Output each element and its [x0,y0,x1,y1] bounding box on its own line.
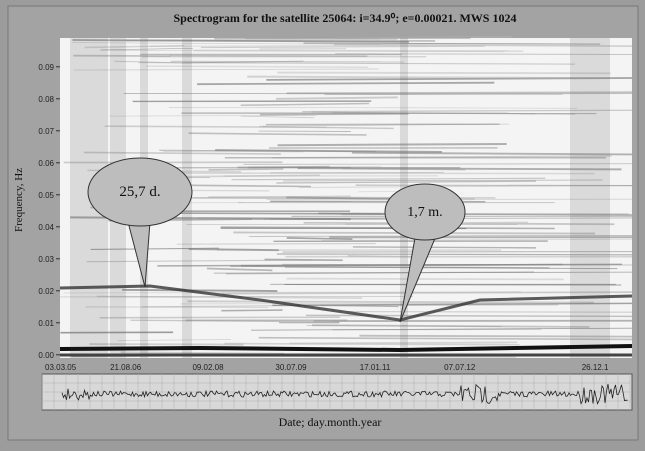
texture-line [208,169,283,170]
y-tick-label: 0.05 [38,191,54,200]
chart-title: Spectrogram for the satellite 25064: i=3… [174,11,517,25]
x-tick-label: 17.01.11 [360,363,391,372]
texture-line [277,73,610,74]
x-tick-label: 26.12.1 [582,363,609,372]
x-tick-label: 21.08.06 [110,363,142,372]
texture-line [172,173,595,174]
x-tick-label: 03.03.05 [45,363,77,372]
texture-line [170,56,368,57]
texture-line [260,114,409,115]
texture-line [353,247,536,248]
texture-line [189,249,279,250]
annotation: 1,7 m. [407,205,442,220]
texture-line [221,310,282,311]
y-tick-label: 0.07 [38,127,54,136]
texture-line [224,344,519,345]
texture-line [286,197,390,198]
texture-line [187,301,594,302]
y-tick-label: 0.01 [38,319,54,328]
y-tick-label: 0.02 [38,287,54,296]
x-tick-label: 30.07.09 [275,363,307,372]
texture-line [287,279,564,280]
y-tick-label: 0.00 [38,351,54,360]
y-tick-label: 0.04 [38,223,54,232]
texture-line [100,317,340,318]
y-tick-label: 0.06 [38,159,54,168]
texture-streak [570,38,610,358]
annotation: 25,7 d. [119,184,160,200]
x-tick-label: 07.07.12 [444,363,476,372]
y-tick-label: 0.03 [38,255,54,264]
x-tick-label: 09.02.08 [192,363,224,372]
y-tick-label: 0.08 [38,95,54,104]
y-tick-label: 0.09 [38,63,54,72]
texture-line [278,144,507,145]
texture-line [171,61,404,62]
x-axis-label: Date; day.month.year [279,415,382,429]
texture-line [321,305,558,306]
y-axis-label: Frequency, Hz [13,168,25,232]
